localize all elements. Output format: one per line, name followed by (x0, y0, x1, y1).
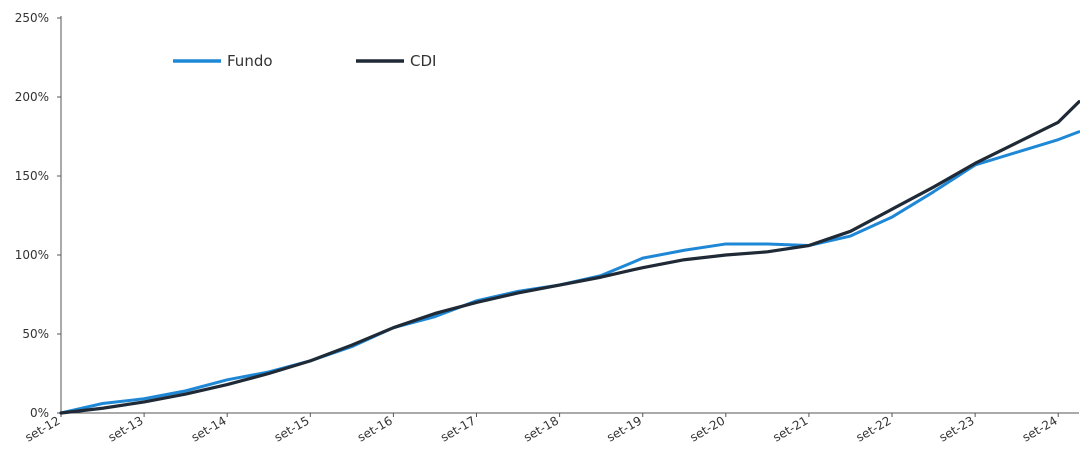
y-tick-label: 100% (15, 248, 49, 262)
series-group (59, 100, 1080, 415)
x-tick-label: set-14 (189, 413, 229, 444)
x-tick-label: set-20 (687, 413, 727, 444)
x-tick-label: set-17 (438, 413, 478, 444)
x-tick-label: set-15 (272, 413, 312, 444)
x-tick-label: set-18 (521, 413, 561, 444)
y-tick-label: 0% (30, 406, 49, 420)
series-line-cdi (59, 100, 1080, 415)
x-tick-label: set-13 (106, 413, 146, 444)
x-tick-label: set-19 (604, 413, 644, 444)
legend: Fundo CDI (173, 52, 436, 70)
x-tick-label: set-21 (771, 413, 811, 444)
legend-label-cdi: CDI (410, 52, 436, 70)
axes: 0%50%100%150%200%250%set-12 set-13 set-14 s… (15, 11, 1079, 445)
y-tick-label: 150% (15, 169, 49, 183)
x-tick-label: set-16 (355, 413, 395, 444)
y-tick-label: 250% (15, 11, 49, 25)
legend-label-fundo: Fundo (227, 52, 273, 70)
y-tick-label: 50% (22, 327, 49, 341)
y-tick-label: 200% (15, 90, 49, 104)
x-tick-label: set-23 (937, 413, 977, 444)
x-tick-label: set-22 (854, 413, 894, 444)
series-line-fundo (59, 130, 1080, 415)
x-tick-label: set-24 (1020, 413, 1060, 444)
